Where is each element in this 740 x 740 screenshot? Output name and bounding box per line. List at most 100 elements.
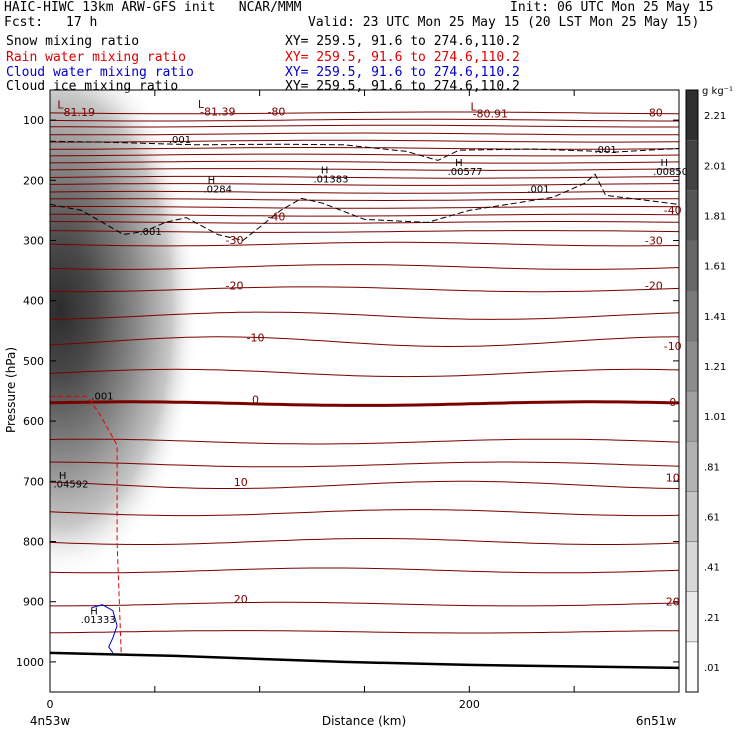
isotherm-upper [50, 175, 679, 179]
snow-max-value: .00577 [448, 167, 483, 178]
isotherm-lower [50, 368, 679, 378]
isotherm-upper [50, 168, 679, 171]
x-endpoint-right: 6n51w [636, 714, 677, 728]
isotherm-label: 10 [666, 471, 680, 484]
cloud-water-max-value: .01333 [81, 615, 116, 626]
isotherm-label: -40 [267, 211, 285, 224]
colorbar-swatch [685, 139, 699, 191]
colorbar-swatch [685, 240, 699, 291]
extremum-marker: L [470, 100, 477, 113]
isotherm-label: 0 [669, 396, 676, 409]
x-endpoint-left: 4n53w [30, 714, 71, 728]
legend-rain: Rain water mixing ratio [6, 50, 187, 65]
colorbar-swatch [685, 290, 699, 342]
isotherm-upper [50, 198, 679, 202]
x-axis-label: Distance (km) [322, 714, 406, 728]
isotherm-label: 10 [234, 476, 248, 489]
cloud-water-contour [91, 604, 118, 654]
ground-surface-line [50, 651, 679, 670]
colorbar-swatch [685, 541, 699, 592]
header-title: HAIC-HIWC 13km ARW-GFS init NCAR/MMM [4, 0, 302, 15]
x-tick-label: 200 [459, 698, 480, 711]
legend-cloudwater-xy: XY= 259.5, 91.6 to 274.6,110.2 [285, 65, 520, 80]
extremum-value: -80.91 [473, 108, 508, 121]
colorbar-tick-label: 1.21 [704, 362, 726, 373]
y-tick-label: 900 [23, 596, 44, 609]
isotherm-lower [50, 241, 679, 247]
isotherm-label: -10 [246, 332, 264, 345]
isotherm-label: -80 [267, 105, 285, 118]
colorbar-swatch [685, 491, 699, 542]
snow-max-value: .0284 [203, 184, 232, 195]
isotherm-upper [50, 153, 679, 157]
y-tick-label: 400 [23, 295, 44, 308]
rain-contour-label: .001 [91, 391, 113, 402]
x-tick-label: 0 [47, 698, 54, 711]
colorbar-frame [685, 89, 699, 693]
y-tick-label: 1000 [16, 656, 44, 669]
isotherm-upper [50, 124, 679, 128]
snow-max-marker: H [321, 166, 329, 177]
colorbar-tick-label: 1.01 [704, 412, 726, 423]
snow-max-marker: H [661, 158, 669, 169]
y-axis-label: Pressure (hPa) [4, 347, 18, 433]
legend-snow: Snow mixing ratio [6, 34, 140, 49]
colorbar-tick-label: .61 [704, 512, 720, 523]
rain-max-marker: H [59, 471, 67, 482]
isotherm-label: -40 [664, 204, 682, 217]
rain-max-value: .04592 [53, 479, 88, 490]
isotherm-upper [50, 111, 679, 115]
isotherm-label: -20 [645, 279, 663, 292]
isotherm-lower [50, 567, 679, 574]
freezing-level-line [50, 400, 679, 407]
colorbar-tick-label: 1.81 [704, 211, 726, 222]
isotherm-upper [50, 213, 679, 217]
isotherm-upper [50, 206, 679, 209]
colorbar-swatch [685, 340, 699, 392]
isotherm-lower [50, 311, 679, 320]
isotherm-upper [50, 118, 679, 122]
ice-contour-label: .001 [527, 184, 549, 195]
colorbar-tick-label: .21 [704, 613, 720, 624]
ice-contour-label: .001 [169, 135, 191, 146]
isotherm-lower [50, 630, 679, 634]
isotherm-upper [50, 139, 679, 143]
isotherm-upper [50, 147, 679, 150]
isotherm-lower [50, 336, 679, 348]
isotherm-label: 20 [234, 593, 248, 606]
y-tick-label: 200 [23, 174, 44, 187]
isotherm-lower [50, 601, 679, 607]
colorbar-tick-label: 1.61 [704, 262, 726, 273]
snow-max-marker: H [208, 175, 216, 186]
legend-rain-xy: XY= 259.5, 91.6 to 274.6,110.2 [285, 50, 520, 65]
isotherm-label: -30 [645, 235, 663, 248]
colorbar-tick-label: .01 [704, 663, 720, 674]
isotherm-upper [50, 230, 679, 233]
cloud-ice-contour [50, 140, 679, 161]
colorbar-swatch [685, 440, 699, 492]
y-tick-label: 600 [23, 415, 44, 428]
colorbar-tick-label: 2.21 [704, 111, 726, 122]
colorbar-tick-label: .41 [704, 563, 720, 574]
colorbar-swatch [685, 390, 699, 442]
cloud-ice-contour [50, 173, 679, 242]
colorbar-swatch [685, 89, 699, 141]
isotherm-upper [50, 160, 679, 164]
isotherm-lower [50, 480, 679, 489]
rain-water-contour [50, 395, 122, 656]
isotherm-label: -80 [645, 106, 663, 119]
y-tick-label: 100 [23, 114, 44, 127]
extremum-value: -81.39 [200, 105, 235, 118]
isotherm-lower [50, 538, 679, 545]
isotherm-label: 0 [252, 394, 259, 407]
y-tick-label: 800 [23, 536, 44, 549]
snow-max-value: .01383 [313, 175, 348, 186]
isotherm-lower [50, 286, 679, 293]
ice-contour-label: .001 [594, 145, 616, 156]
isotherm-lower [50, 438, 679, 445]
isotherm-upper [50, 221, 679, 224]
colorbar-tick-label: 1.41 [704, 312, 726, 323]
ice-contour-label: .001 [140, 227, 162, 238]
colorbar-tick-label: 2.01 [704, 161, 726, 172]
